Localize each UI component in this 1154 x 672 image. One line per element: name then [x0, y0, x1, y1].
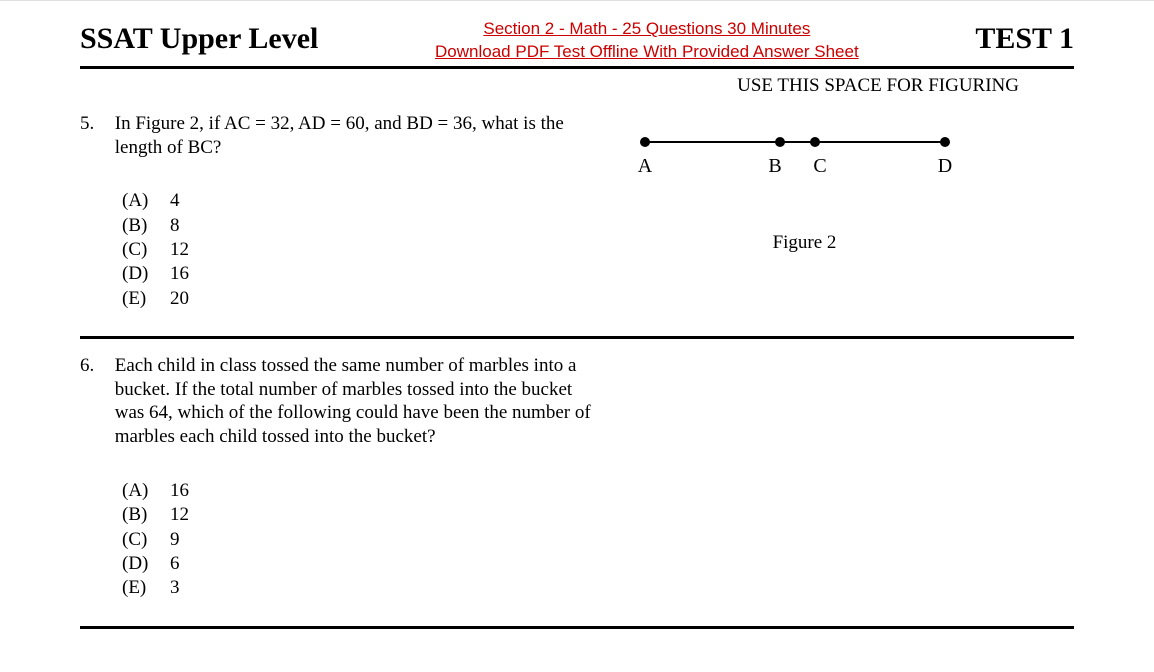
choice-row: (E)20 — [122, 287, 610, 311]
choice-letter: (E) — [122, 287, 170, 311]
choice-letter: (C) — [122, 238, 170, 262]
choices-list: (A)4 (B)8 (C)12 (D)16 (E)20 — [122, 189, 610, 311]
choice-value: 3 — [170, 577, 180, 598]
point-b — [775, 137, 785, 147]
point-c — [810, 137, 820, 147]
point-label-a: A — [638, 155, 653, 177]
choice-value: 12 — [170, 504, 189, 525]
choice-row: (E)3 — [122, 576, 610, 600]
choice-value: 12 — [170, 239, 189, 260]
choice-row: (D)6 — [122, 552, 610, 576]
download-link[interactable]: Download PDF Test Offline With Provided … — [435, 42, 859, 61]
section-link[interactable]: Section 2 - Math - 25 Questions 30 Minut… — [483, 19, 810, 38]
point-label-b: B — [768, 155, 781, 177]
point-label-d: D — [938, 155, 952, 177]
choice-letter: (C) — [122, 528, 170, 552]
question-text: In Figure 2, if AC = 32, AD = 60, and BD… — [115, 112, 605, 160]
choice-row: (D)16 — [122, 262, 610, 286]
choice-value: 9 — [170, 529, 180, 550]
question-left: 5. In Figure 2, if AC = 32, AD = 60, and… — [80, 112, 610, 311]
choice-row: (B)12 — [122, 503, 610, 527]
question-text: Each child in class tossed the same numb… — [115, 354, 605, 449]
question-left: 6. Each child in class tossed the same n… — [80, 354, 610, 601]
page: SSAT Upper Level Section 2 - Math - 25 Q… — [0, 1, 1154, 629]
choice-row: (C)9 — [122, 528, 610, 552]
title-left: SSAT Upper Level — [80, 16, 318, 56]
choice-value: 6 — [170, 553, 180, 574]
choice-value: 8 — [170, 215, 180, 236]
question-separator — [80, 626, 1074, 629]
point-label-c: C — [813, 155, 826, 177]
figure-area: A B C D Figure 2 — [635, 112, 1074, 254]
choice-letter: (D) — [122, 552, 170, 576]
choice-letter: (A) — [122, 189, 170, 213]
question-right — [610, 354, 1074, 601]
choice-value: 4 — [170, 190, 180, 211]
question-block: 5. In Figure 2, if AC = 32, AD = 60, and… — [80, 97, 1074, 336]
choice-row: (A)16 — [122, 479, 610, 503]
choice-value: 16 — [170, 263, 189, 284]
choice-row: (A)4 — [122, 189, 610, 213]
point-d — [940, 137, 950, 147]
figure-diagram: A B C D — [635, 132, 975, 182]
choice-value: 16 — [170, 480, 189, 501]
question-number: 5. — [80, 112, 110, 136]
point-a — [640, 137, 650, 147]
choice-row: (B)8 — [122, 214, 610, 238]
choice-letter: (B) — [122, 214, 170, 238]
choice-row: (C)12 — [122, 238, 610, 262]
title-center: Section 2 - Math - 25 Questions 30 Minut… — [318, 16, 975, 64]
choice-value: 20 — [170, 288, 189, 309]
choice-letter: (A) — [122, 479, 170, 503]
figure-caption: Figure 2 — [635, 232, 1074, 254]
choice-letter: (E) — [122, 576, 170, 600]
choice-letter: (D) — [122, 262, 170, 286]
question-block: 6. Each child in class tossed the same n… — [80, 339, 1074, 626]
question-right: A B C D Figure 2 — [610, 112, 1074, 311]
choice-letter: (B) — [122, 503, 170, 527]
page-header: SSAT Upper Level Section 2 - Math - 25 Q… — [80, 16, 1074, 64]
figuring-note: USE THIS SPACE FOR FIGURING — [80, 69, 1074, 97]
choices-list: (A)16 (B)12 (C)9 (D)6 (E)3 — [122, 479, 610, 601]
question-number: 6. — [80, 354, 110, 378]
title-right: TEST 1 — [975, 16, 1074, 56]
